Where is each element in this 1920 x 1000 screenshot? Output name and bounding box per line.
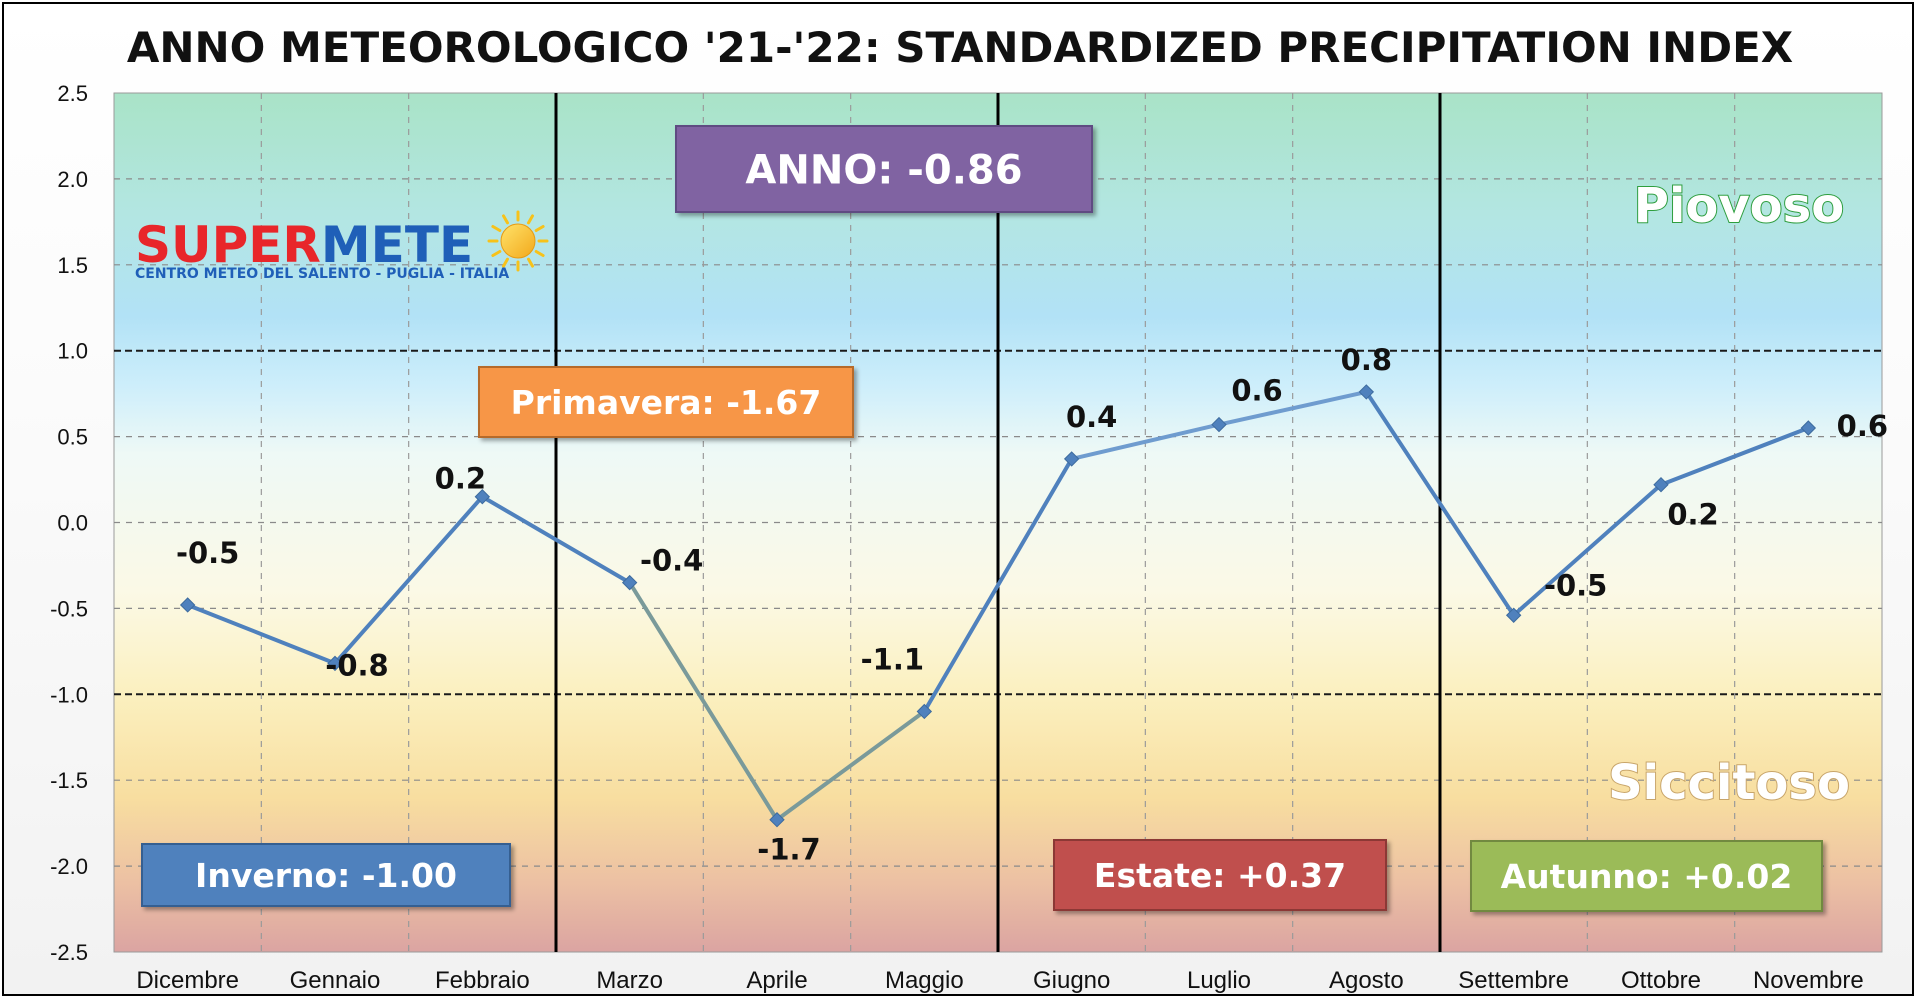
annotation-anno: ANNO: -0.86 (675, 125, 1093, 213)
series-segment (1511, 482, 1663, 618)
data-label-layer: -0.5 -0.8 0.2 -0.4 -1.7 -1.1 0.4 0.6 0.8 -0.5 0.2 0… (176, 343, 1888, 867)
x-tick-label: Aprile (746, 967, 807, 994)
y-tick-label: 0.0 (57, 511, 88, 536)
annotation-box-anno (675, 125, 1093, 213)
y-tick-label: -0.5 (50, 596, 88, 621)
data-point-giugno (1063, 451, 1080, 467)
logo-wordmark: SUPERMETE (135, 216, 473, 274)
data-label-marzo: -0.4 (640, 544, 703, 578)
annotation-autunno: Autunno: +0.02 (1470, 840, 1823, 912)
data-point-aprile (769, 812, 785, 828)
series-segment (922, 456, 1074, 714)
x-tick-label: Agosto (1329, 967, 1404, 994)
series-segment (1659, 426, 1811, 487)
annotation-box-inverno (141, 843, 511, 907)
series-segment (1217, 389, 1369, 427)
sun-ray (527, 257, 534, 268)
annotation-text-primavera: Primavera: -1.67 (511, 383, 822, 422)
series-segment (1069, 422, 1221, 461)
series-segment (480, 494, 632, 585)
series-segment (1364, 389, 1516, 618)
series-segment (775, 709, 927, 822)
data-point-febbraio (474, 489, 491, 505)
annotation-layer: ANNO: -0.86 Primavera: -1.67 Inverno: -1.0… (141, 125, 1823, 912)
data-label-giugno: 0.4 (1066, 400, 1117, 434)
x-tick-label: Ottobre (1621, 967, 1701, 994)
annotation-box-autunno (1470, 840, 1823, 912)
y-tick-label: -2.5 (50, 940, 88, 965)
x-tick-label: Giugno (1033, 967, 1110, 994)
annotation-text-anno: ANNO: -0.86 (745, 147, 1022, 193)
annotation-primavera: Primavera: -1.67 (478, 366, 854, 438)
spi-line-chart: ANNO METEOROLOGICO '21-'22: STANDARDIZED… (50, 23, 1888, 994)
sun-icon (487, 210, 549, 272)
series-segment (333, 494, 485, 666)
data-point-novembre (1800, 420, 1817, 436)
annotation-box-estate (1053, 839, 1387, 911)
y-tick-label: -2.0 (50, 854, 88, 879)
x-tick-label: Luglio (1187, 967, 1251, 994)
y-tick-label: -1.0 (50, 682, 88, 707)
x-tick-label: Marzo (596, 967, 663, 994)
annotation-text-estate: Estate: +0.37 (1094, 856, 1346, 895)
sun-ray (491, 225, 502, 232)
annotation-estate: Estate: +0.37 (1053, 839, 1387, 911)
data-label-luglio: 0.6 (1231, 374, 1282, 408)
data-label-aprile: -1.7 (757, 833, 820, 867)
data-point-maggio (916, 703, 933, 720)
x-tick-label: Settembre (1458, 967, 1569, 994)
y-tick-label: 0.5 (57, 425, 88, 450)
annotation-text-inverno: Inverno: -1.00 (195, 856, 457, 895)
annotation-inverno: Inverno: -1.00 (141, 843, 511, 907)
data-label-febbraio: 0.2 (435, 462, 486, 496)
annotation-box-primavera (478, 366, 854, 438)
series-segment (627, 580, 779, 822)
x-tick-label: Febbraio (435, 967, 530, 994)
sun-ray (502, 257, 509, 268)
x-tick-label: Dicembre (136, 967, 239, 994)
data-label-ottobre: 0.2 (1667, 498, 1718, 532)
series-segment (185, 602, 337, 666)
zone-label-piovoso: Piovoso (1634, 178, 1844, 234)
y-tick-label: 2.0 (57, 167, 88, 192)
y-tick-label: -1.5 (50, 768, 88, 793)
x-tick-label: Novembre (1753, 967, 1864, 994)
data-point-agosto (1358, 384, 1375, 400)
data-label-gennaio: -0.8 (325, 648, 388, 682)
data-label-agosto: 0.8 (1341, 343, 1392, 377)
sun-ray (527, 214, 534, 225)
sun-ray (534, 250, 545, 257)
logo-subtitle: CENTRO METEO DEL SALENTO - PUGLIA - ITAL… (135, 266, 509, 282)
data-label-dicembre: -0.5 (176, 536, 239, 570)
chart-title: ANNO METEOROLOGICO '21-'22: STANDARDIZED… (127, 23, 1793, 72)
zone-layer: Piovoso Siccitoso (1607, 177, 1851, 812)
data-point-luglio (1211, 416, 1227, 433)
data-point-dicembre (179, 597, 196, 613)
series-layer (179, 384, 1817, 828)
y-tick-label: 1.5 (57, 253, 88, 278)
data-point-marzo (621, 574, 638, 591)
supermeteo-logo: SUPERMETE CENTRO METEO DEL SALENTO - PUG… (135, 210, 549, 282)
data-point-settembre (1505, 607, 1522, 623)
x-tick-label: Maggio (885, 967, 964, 994)
data-point-ottobre (1653, 476, 1669, 493)
sun-ray (491, 250, 502, 257)
sun-ray (534, 225, 545, 232)
annotation-text-autunno: Autunno: +0.02 (1501, 857, 1793, 896)
data-label-settembre: -0.5 (1544, 568, 1607, 602)
grid-layer (114, 93, 1882, 952)
data-point-gennaio (327, 655, 343, 672)
zone-label-siccitoso: Siccitoso (1608, 755, 1850, 811)
data-label-novembre: 0.6 (1837, 409, 1888, 443)
y-tick-label: 1.0 (57, 339, 88, 364)
data-label-maggio: -1.1 (861, 642, 924, 676)
axis-layer: 2.5 2.0 1.5 1.0 0.5 0.0 -0.5 -1.0 -1.5 -2.0 -2.5 Di… (50, 81, 1864, 994)
sun-ray (502, 214, 509, 225)
x-tick-label: Gennaio (290, 967, 381, 994)
y-tick-label: 2.5 (57, 81, 88, 106)
